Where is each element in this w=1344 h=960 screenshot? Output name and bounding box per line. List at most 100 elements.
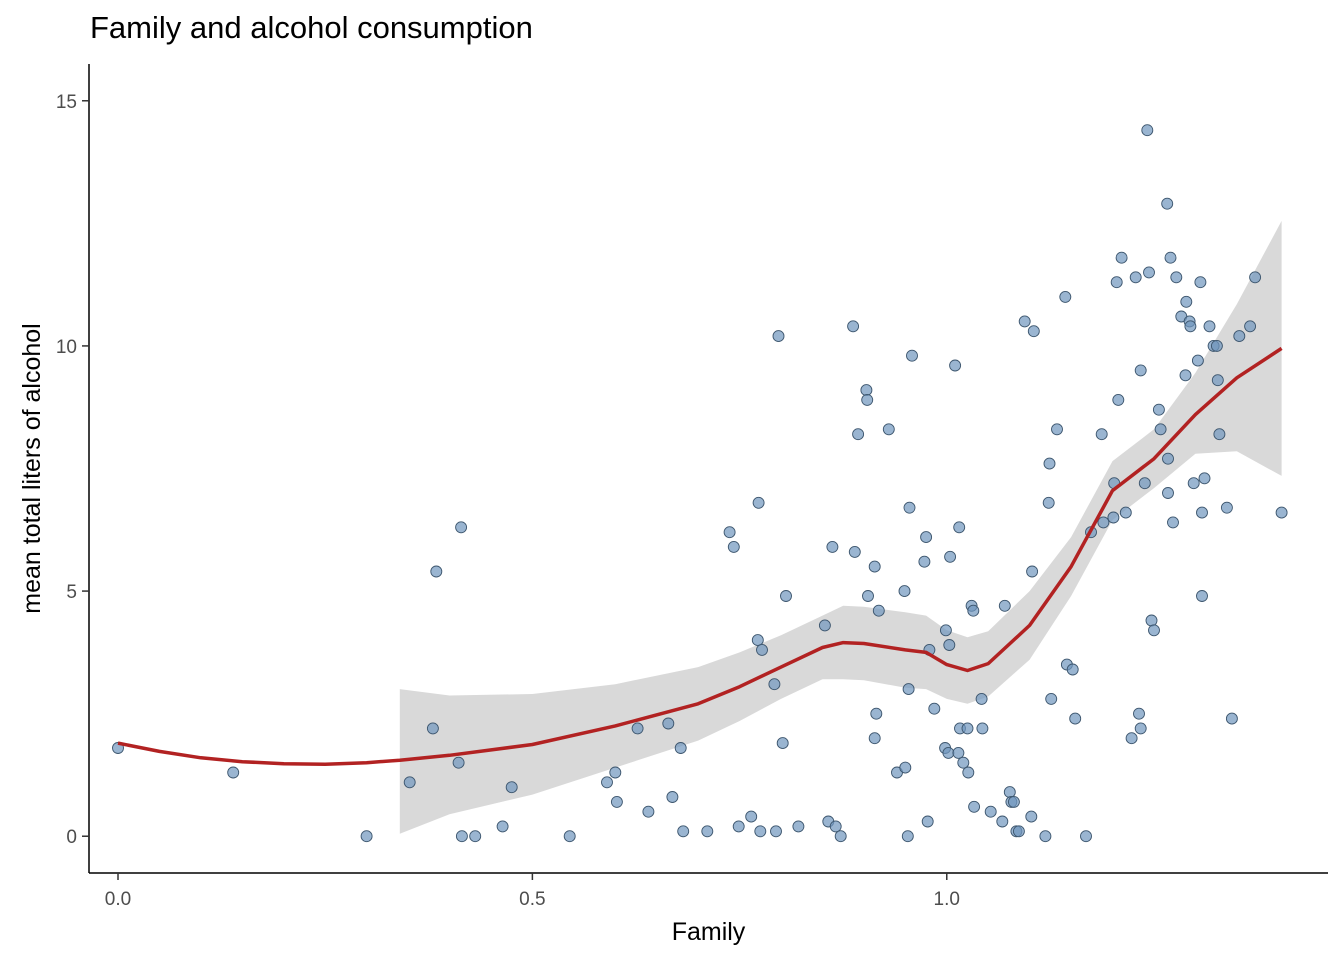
data-point [1184, 320, 1197, 333]
data-point [1107, 511, 1120, 524]
data-point [949, 359, 962, 372]
data-point [901, 830, 914, 843]
data-point [921, 815, 934, 828]
data-point [1003, 786, 1016, 799]
data-point [1191, 354, 1204, 367]
data-point [631, 722, 644, 735]
data-point [1043, 457, 1056, 470]
data-point [976, 722, 989, 735]
data-point [496, 820, 509, 833]
data-point [1110, 276, 1123, 289]
data-point [727, 540, 740, 553]
data-point [868, 560, 881, 573]
data-point [968, 800, 981, 813]
data-point [403, 776, 416, 789]
data-point [1154, 423, 1167, 436]
data-point [861, 393, 874, 406]
data-point [674, 742, 687, 754]
smooth-line [117, 346, 1283, 766]
y-tick-label: 10 [56, 337, 77, 358]
data-point [662, 717, 675, 730]
data-point [360, 830, 373, 843]
data-point [1179, 369, 1192, 382]
data-point [227, 766, 240, 779]
data-point [975, 692, 988, 705]
data-point [1196, 590, 1208, 602]
data-point [906, 349, 918, 362]
data-point [1027, 325, 1040, 338]
data-point [1162, 452, 1174, 465]
data-point [1112, 393, 1125, 406]
data-point [1233, 330, 1246, 343]
data-point [834, 830, 847, 843]
x-tick-label: 0.0 [105, 889, 131, 910]
data-point [1138, 477, 1151, 490]
data-point [1167, 516, 1179, 529]
data-point [870, 707, 883, 720]
data-point [818, 619, 831, 632]
data-point [920, 531, 933, 544]
data-point [745, 810, 758, 823]
data-point [860, 384, 873, 397]
data-point [998, 599, 1011, 612]
data-point [918, 555, 931, 568]
data-point [1148, 624, 1160, 637]
data-point [455, 521, 468, 534]
data-point [430, 565, 443, 578]
data-point [1042, 496, 1055, 509]
data-point [961, 722, 974, 735]
data-point [903, 501, 916, 514]
data-point [1007, 795, 1020, 808]
data-point [902, 683, 915, 696]
data-point [1161, 197, 1174, 210]
y-tick-label: 5 [66, 582, 77, 603]
data-point [1211, 374, 1224, 387]
data-point [751, 634, 764, 647]
x-axis-title: Family [672, 918, 746, 946]
data-point [563, 830, 576, 843]
data-point [1025, 810, 1038, 823]
data-point [776, 737, 789, 750]
data-point [469, 830, 482, 843]
x-tick-label: 1.0 [934, 889, 960, 910]
data-point [752, 496, 765, 509]
data-point [1095, 428, 1108, 441]
data-point [770, 825, 782, 838]
data-point [1249, 271, 1262, 284]
x-tick-label: 0.5 [519, 889, 545, 910]
data-point [1164, 251, 1177, 264]
data-point [1039, 830, 1052, 843]
data-point [1045, 692, 1058, 705]
data-point [848, 545, 861, 558]
data-point [996, 815, 1009, 828]
data-point [898, 585, 911, 598]
data-point [1133, 707, 1145, 720]
data-point [943, 639, 956, 651]
data-point [1051, 423, 1063, 436]
data-point [732, 820, 745, 833]
data-point [426, 722, 439, 735]
data-point [1244, 320, 1257, 333]
data-point [847, 320, 860, 333]
data-point [1134, 364, 1147, 377]
data-point [1129, 271, 1142, 284]
data-point [942, 746, 955, 759]
data-point [882, 423, 895, 436]
data-point [1018, 315, 1031, 328]
data-point [967, 604, 980, 617]
axes [88, 64, 1328, 874]
data-point [1220, 501, 1233, 514]
data-point [1141, 124, 1154, 137]
chart-title: Family and alcohol consumption [90, 10, 533, 45]
data-point [939, 624, 952, 637]
ticks-layer: 0.0 0.5 1.0 0 5 10 15 [56, 92, 960, 910]
data-point [1115, 251, 1128, 264]
data-point [984, 805, 997, 818]
data-point [792, 820, 805, 833]
data-point [899, 761, 912, 774]
data-point [1203, 320, 1216, 333]
y-axis-title: mean total liters of alcohol [18, 323, 46, 613]
data-point [1213, 428, 1226, 441]
data-point [862, 590, 874, 602]
